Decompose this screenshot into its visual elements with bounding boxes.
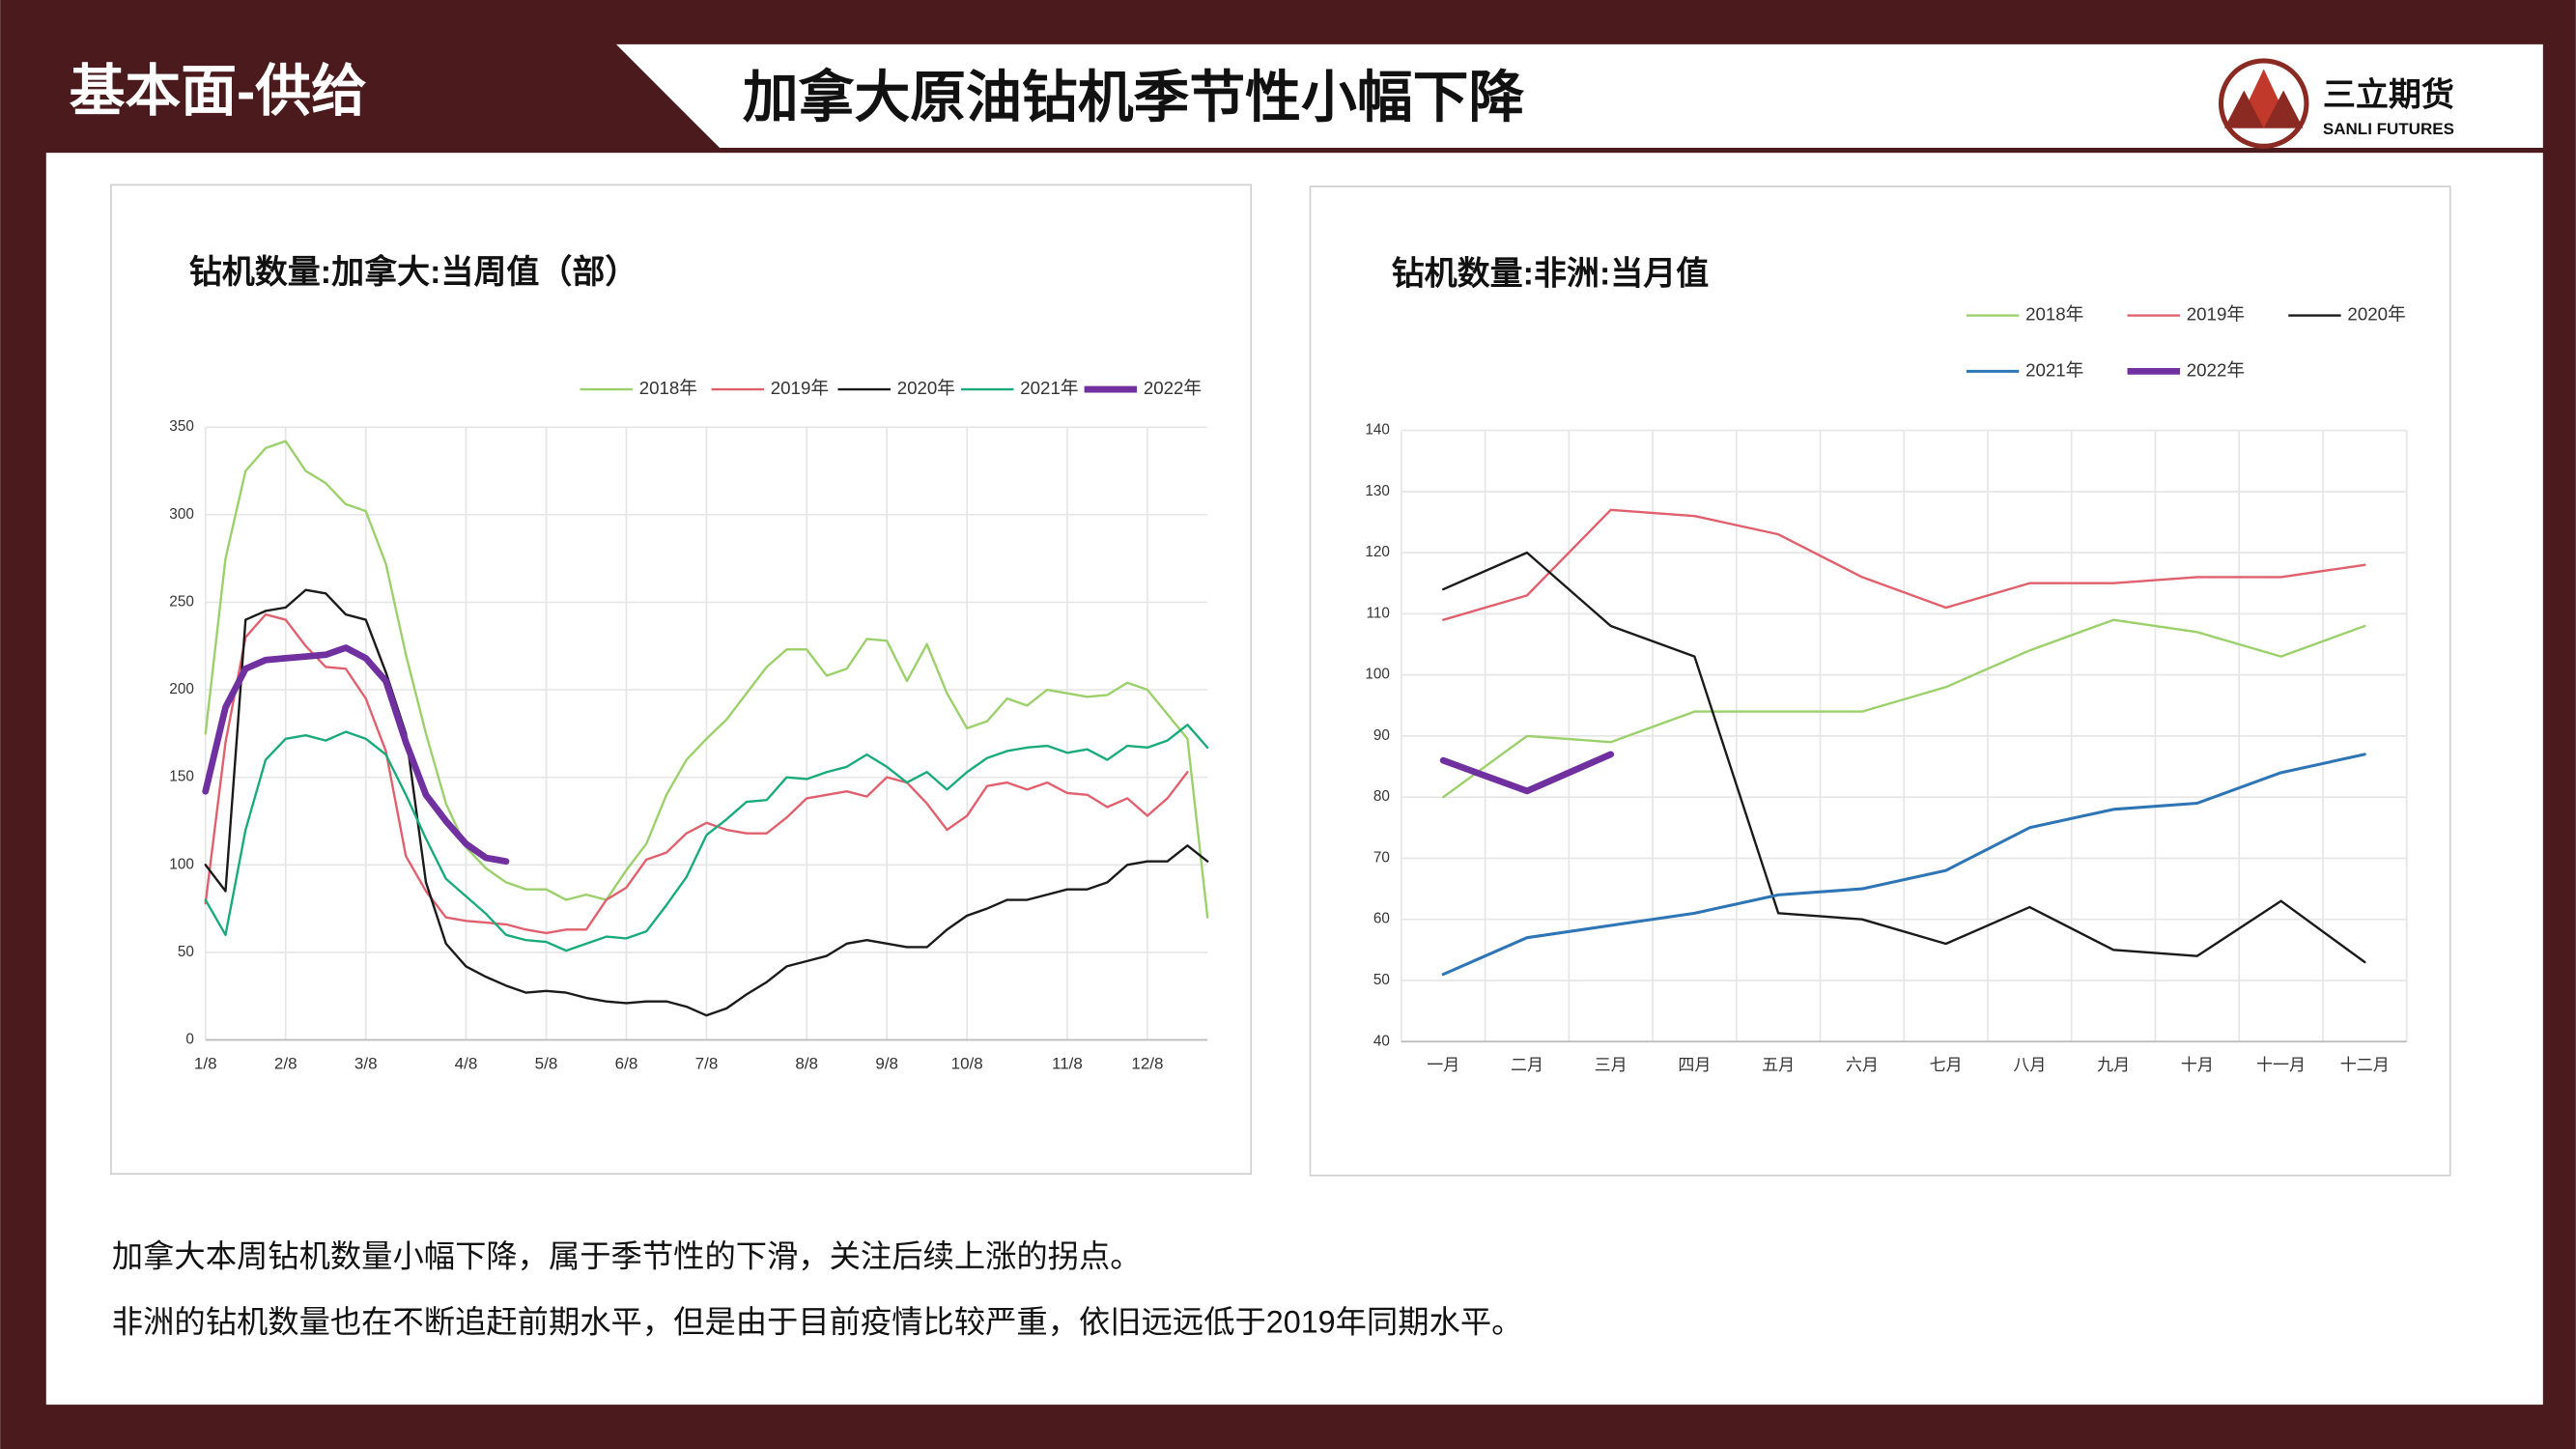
y-tick-label: 50 bbox=[178, 944, 194, 960]
legend-label: 2021年 bbox=[1020, 378, 1078, 398]
x-tick-label: 12/8 bbox=[1131, 1055, 1163, 1073]
x-tick-label: 10/8 bbox=[951, 1055, 983, 1073]
y-tick-label: 130 bbox=[1365, 483, 1390, 499]
y-tick-label: 0 bbox=[185, 1032, 194, 1048]
x-tick-label: 8/8 bbox=[795, 1055, 818, 1073]
x-tick-label: 4/8 bbox=[455, 1055, 478, 1073]
y-tick-label: 70 bbox=[1373, 849, 1390, 866]
series-line bbox=[202, 644, 510, 866]
series-line bbox=[1441, 753, 2366, 977]
x-tick-label: 五月 bbox=[1762, 1056, 1795, 1074]
x-tick-label: 九月 bbox=[2097, 1056, 2130, 1074]
logo-peak bbox=[2263, 90, 2304, 128]
x-tick-label: 6/8 bbox=[615, 1055, 638, 1073]
x-tick-label: 八月 bbox=[2013, 1056, 2046, 1074]
legend-label: 2021年 bbox=[2025, 359, 2083, 380]
x-tick-label: 5/8 bbox=[535, 1055, 558, 1073]
x-tick-label: 四月 bbox=[1678, 1056, 1711, 1074]
chart-panel bbox=[110, 184, 1253, 1175]
x-tick-label: 二月 bbox=[1511, 1056, 1543, 1074]
series-line bbox=[204, 588, 1209, 1017]
series-line bbox=[204, 724, 1209, 952]
legend-label: 2019年 bbox=[2187, 303, 2245, 324]
y-tick-label: 350 bbox=[169, 418, 194, 435]
series-line bbox=[204, 440, 1209, 919]
logo-peak bbox=[2223, 90, 2264, 128]
y-tick-label: 90 bbox=[1373, 727, 1390, 744]
series-line bbox=[1442, 508, 2366, 621]
legend-label: 2019年 bbox=[771, 378, 829, 398]
y-tick-label: 50 bbox=[1373, 972, 1390, 988]
series-line bbox=[204, 612, 1189, 935]
logo-name: 三立期货 bbox=[2323, 76, 2454, 113]
y-tick-label: 120 bbox=[1365, 544, 1390, 560]
x-tick-label: 一月 bbox=[1427, 1056, 1459, 1074]
slide-title: 加拿大原油钻机季节性小幅下降 bbox=[743, 67, 1525, 129]
y-tick-label: 100 bbox=[1365, 667, 1390, 683]
x-tick-label: 三月 bbox=[1595, 1056, 1628, 1074]
note: 非洲的钻机数量也在不断追赶前期水平，但是由于目前疫情比较严重，依旧远远低于201… bbox=[112, 1304, 1523, 1339]
section-label: 基本面-供给 bbox=[70, 61, 367, 123]
x-tick-label: 2/8 bbox=[274, 1055, 297, 1073]
y-tick-label: 150 bbox=[169, 769, 194, 785]
logo bbox=[2218, 58, 2309, 149]
legend-label: 2020年 bbox=[2347, 303, 2405, 324]
y-tick-label: 250 bbox=[169, 593, 194, 610]
y-tick-label: 40 bbox=[1373, 1033, 1390, 1049]
legend-label: 2018年 bbox=[2025, 303, 2083, 324]
y-tick-label: 100 bbox=[169, 856, 194, 872]
chart-title: 钻机数量:非洲:当月值 bbox=[1392, 256, 1710, 293]
series-line bbox=[1442, 551, 2366, 964]
y-tick-label: 60 bbox=[1373, 911, 1390, 927]
x-tick-label: 十二月 bbox=[2340, 1056, 2390, 1074]
y-tick-label: 80 bbox=[1373, 788, 1390, 805]
chart-title: 钻机数量:加拿大:当周值（部） bbox=[189, 253, 638, 291]
x-tick-label: 1/8 bbox=[194, 1055, 217, 1073]
x-tick-label: 9/8 bbox=[875, 1055, 898, 1073]
legend-label: 2020年 bbox=[897, 378, 955, 398]
chart-panel bbox=[1309, 185, 2451, 1177]
series-line bbox=[1439, 751, 1615, 795]
legend-label: 2022年 bbox=[2187, 359, 2245, 380]
y-tick-label: 140 bbox=[1365, 422, 1390, 439]
y-tick-label: 300 bbox=[169, 506, 194, 523]
x-tick-label: 11/8 bbox=[1052, 1055, 1083, 1073]
y-tick-label: 200 bbox=[169, 681, 194, 697]
x-tick-label: 七月 bbox=[1930, 1056, 1963, 1074]
note: 加拿大本周钻机数量小幅下降，属于季节性的下滑，关注后续上涨的拐点。 bbox=[112, 1238, 1142, 1273]
series-line bbox=[1442, 618, 2366, 799]
legend-label: 2018年 bbox=[639, 378, 697, 398]
x-tick-label: 7/8 bbox=[695, 1055, 719, 1073]
x-tick-label: 六月 bbox=[1846, 1056, 1879, 1074]
y-tick-label: 110 bbox=[1367, 605, 1390, 621]
x-tick-label: 十一月 bbox=[2256, 1056, 2306, 1074]
x-tick-label: 3/8 bbox=[354, 1055, 378, 1073]
title-banner bbox=[615, 43, 2543, 149]
logo-name-en: SANLI FUTURES bbox=[2323, 120, 2454, 138]
legend-label: 2022年 bbox=[1144, 378, 1202, 398]
x-tick-label: 十月 bbox=[2181, 1056, 2214, 1074]
